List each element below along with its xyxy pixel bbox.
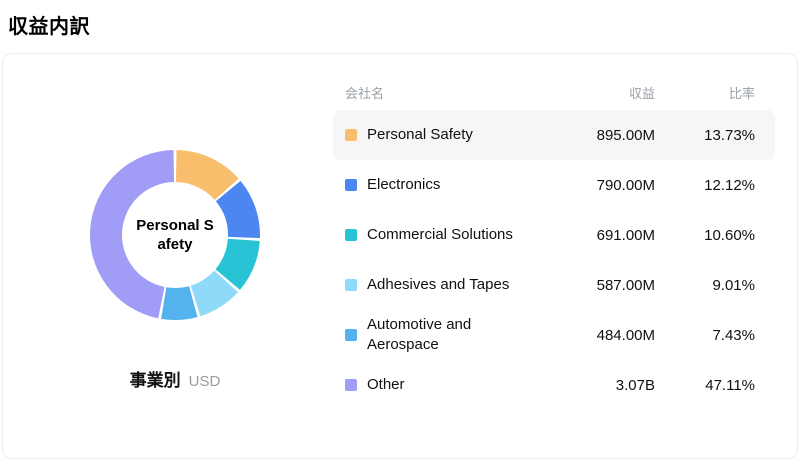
revenue-value: 587.00M xyxy=(596,276,655,294)
ratio-value: 47.11% xyxy=(705,376,755,394)
company-name-cell: Adhesives and Tapes xyxy=(345,275,540,295)
breakdown-table: 会社名 収益 比率 Personal Safety 895.00M 13.73% El… xyxy=(333,54,797,458)
company-name: Commercial Solutions xyxy=(367,226,513,243)
company-name: Automotive and Aerospace xyxy=(367,316,472,353)
company-name-cell: Electronics xyxy=(345,175,540,195)
donut-segment-other[interactable] xyxy=(89,150,175,319)
page-title: 収益内訳 xyxy=(8,16,90,38)
company-name-cell: Automotive and Aerospace xyxy=(345,315,540,355)
ratio-value: 7.43% xyxy=(712,326,755,344)
table-row[interactable]: Automotive and Aerospace 484.00M 7.43% xyxy=(333,310,775,360)
company-name: Electronics xyxy=(367,176,441,193)
revenue-value: 3.07B xyxy=(615,376,655,394)
donut-segment-electronics[interactable] xyxy=(215,180,260,239)
chart-caption-label: 事業別 xyxy=(129,371,181,390)
revenue-breakdown-card: Personal S afety 事業別 USD 会社名 収益 比率 Perso… xyxy=(2,53,798,459)
table-body: Personal Safety 895.00M 13.73% Electronics 7… xyxy=(333,110,775,410)
legend-swatch xyxy=(345,279,357,291)
donut-chart-svg[interactable] xyxy=(80,140,270,330)
legend-swatch xyxy=(345,379,357,391)
revenue-value: 790.00M xyxy=(596,176,655,194)
header-company-name: 会社名 xyxy=(345,85,385,101)
table-row[interactable]: Electronics 790.00M 12.12% xyxy=(333,160,775,210)
company-name: Other xyxy=(367,376,405,393)
ratio-value: 13.73% xyxy=(704,126,755,144)
legend-swatch xyxy=(345,329,357,341)
chart-caption: 事業別 USD xyxy=(130,366,221,391)
table-header-row: 会社名 収益 比率 xyxy=(333,74,775,110)
chart-caption-unit: USD xyxy=(188,373,221,390)
donut-segment-adhesives-and-tapes[interactable] xyxy=(190,270,238,317)
company-name-cell: Personal Safety xyxy=(345,125,540,145)
donut-chart: Personal S afety xyxy=(80,140,270,330)
donut-segment-personal-safety[interactable] xyxy=(175,150,239,200)
table-row[interactable]: Personal Safety 895.00M 13.73% xyxy=(333,110,775,160)
donut-chart-section: Personal S afety 事業別 USD xyxy=(3,54,333,458)
revenue-value: 691.00M xyxy=(596,226,655,244)
legend-swatch xyxy=(345,229,357,241)
ratio-value: 9.01% xyxy=(712,276,755,294)
company-name-cell: Commercial Solutions xyxy=(345,225,540,245)
company-name-cell: Other xyxy=(345,375,540,395)
table-row[interactable]: Commercial Solutions 691.00M 10.60% xyxy=(333,210,775,260)
donut-segment-automotive-and-aerospace[interactable] xyxy=(161,286,198,320)
table-row[interactable]: Adhesives and Tapes 587.00M 9.01% xyxy=(333,260,775,310)
donut-segment-commercial-solutions[interactable] xyxy=(215,238,260,290)
legend-swatch xyxy=(345,129,357,141)
ratio-value: 10.60% xyxy=(704,226,755,244)
revenue-value: 895.00M xyxy=(596,126,655,144)
header-ratio: 比率 xyxy=(728,85,755,101)
ratio-value: 12.12% xyxy=(704,176,755,194)
company-name: Adhesives and Tapes xyxy=(367,276,510,293)
revenue-value: 484.00M xyxy=(596,326,655,344)
legend-swatch xyxy=(345,179,357,191)
table-row[interactable]: Other 3.07B 47.11% xyxy=(333,360,775,410)
company-name: Personal Safety xyxy=(367,126,473,143)
header-revenue: 収益 xyxy=(628,85,655,101)
